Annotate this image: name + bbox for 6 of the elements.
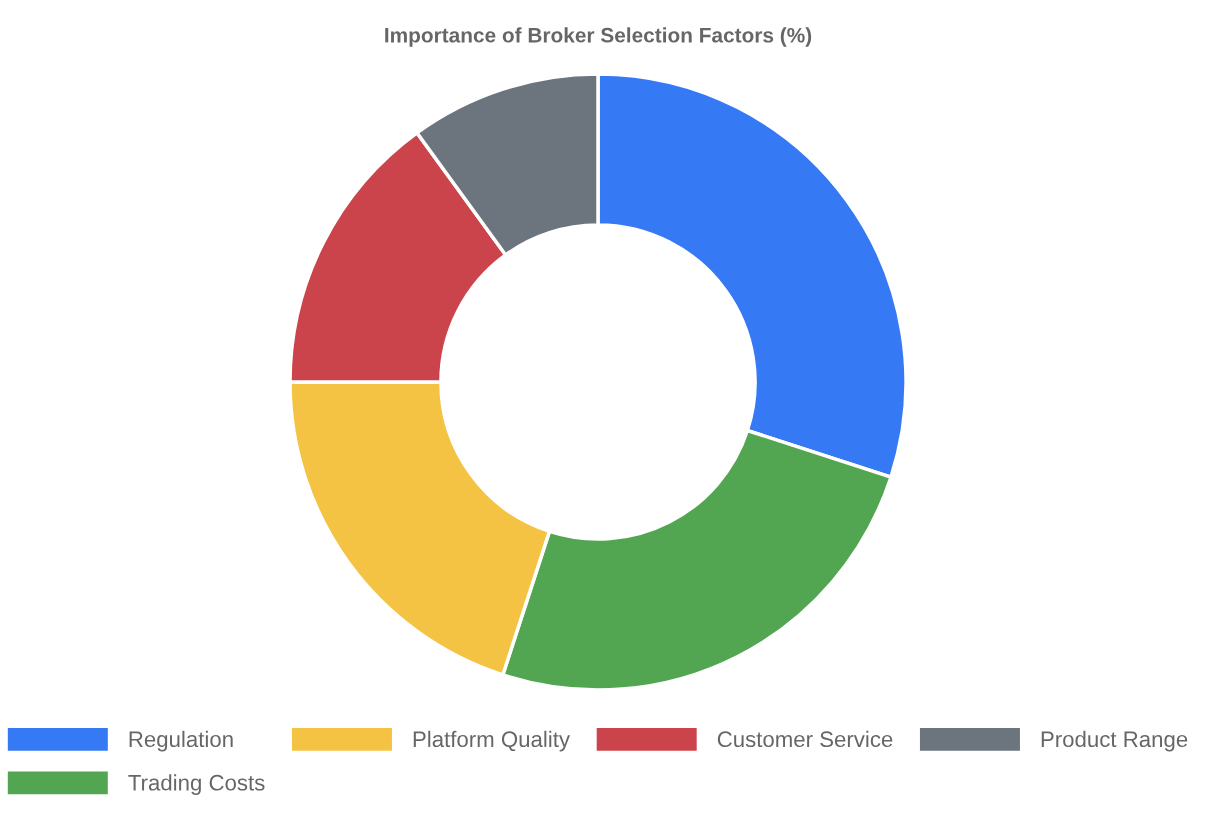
legend-label: Product Range (1041, 730, 1188, 752)
legend-label: Customer Service (717, 730, 893, 748)
chart-title: Importance of Broker Selection Factors (%) (385, 27, 812, 47)
legend-label: Trading Costs (128, 774, 265, 795)
legend-label: Regulation (129, 730, 233, 752)
legend-label: Platform Quality (413, 730, 570, 752)
